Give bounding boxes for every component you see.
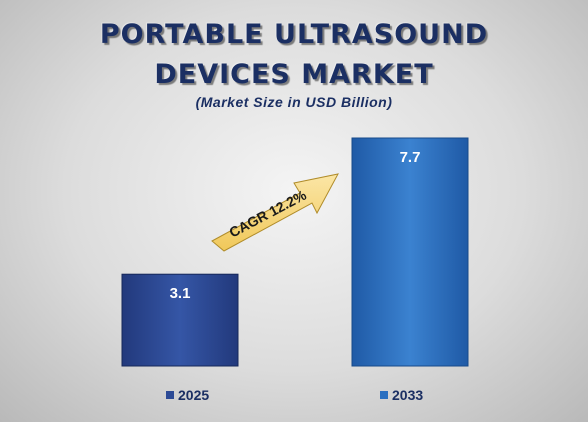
chart-title-line1: PORTABLE ULTRASOUND <box>99 19 489 50</box>
cagr-label: CAGR 12.2% <box>226 186 309 240</box>
bar-2033 <box>351 137 469 367</box>
legend-swatch-2033 <box>380 391 388 399</box>
legend-item-2025: 2025 <box>166 387 209 403</box>
legend-item-2033: 2033 <box>380 387 423 403</box>
legend-label-2025: 2025 <box>178 387 210 403</box>
data-label-2025: 3.1 <box>170 285 191 302</box>
legend-label-2033: 2033 <box>392 387 424 403</box>
chart-subtitle: (Market Size in USD Billion) <box>195 94 393 110</box>
chart-title-line2: DEVICES MARKET <box>154 59 434 90</box>
cagr-arrow: CAGR 12.2% <box>211 173 339 252</box>
data-label-2033: 7.7 <box>400 149 421 166</box>
legend-swatch-2025 <box>166 391 174 399</box>
bar-2025 <box>121 273 239 367</box>
